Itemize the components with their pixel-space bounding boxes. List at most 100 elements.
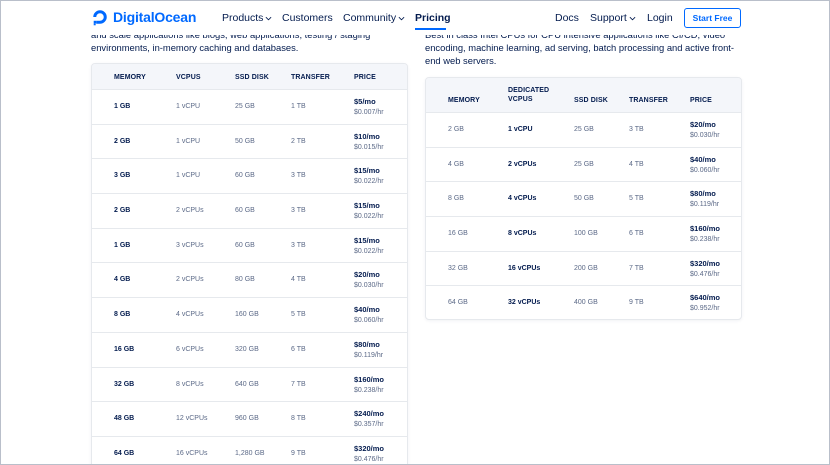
vcpus-cell: 4 vCPUs [176,311,204,319]
monthly-price: $15/mo [354,166,380,176]
table-body: 2 GB 1 vCPU 25 GB 3 TB $20/mo $0.030/hr 4 GB 2 … [426,113,741,319]
ssd-cell: 60 GB [235,207,255,215]
table-row: 64 GB 16 vCPUs 1,280 GB 9 TB $320/mo $0.476/h… [92,437,407,464]
transfer-cell: 5 TB [291,311,306,319]
price-cell: $15/mo $0.022/hr [354,235,384,257]
monthly-price: $20/mo [690,120,716,129]
vcpus-cell: 32 vCPUs [508,299,541,307]
transfer-cell: 5 TB [629,195,644,203]
vcpus-cell: 2 vCPUs [176,207,204,215]
table-row: 64 GB 32 vCPUs 400 GB 9 TB $640/mo $0.952/hr [426,286,741,319]
ssd-cell: 320 GB [235,345,259,353]
vcpus-cell: 1 vCPU [176,103,201,110]
col-memory: MEMORY [448,97,480,104]
nav-docs[interactable]: Docs [555,12,579,24]
brand-logo-link[interactable]: DigitalOcean [91,8,196,26]
transfer-cell: 8 TB [291,415,306,423]
transfer-cell: 3 TB [291,172,306,180]
vcpus-cell: 4 vCPUs [508,195,537,203]
hourly-price: $0.476/hr [690,270,720,278]
nav-support-label: Support [590,12,627,24]
transfer-cell: 4 TB [291,276,306,284]
col-price: PRICE [690,97,712,104]
col-vcpus: VCPUS [176,74,201,81]
vcpus-cell: 12 vCPUs [176,415,208,423]
vcpus-cell: 2 vCPUs [176,276,204,284]
table-row: 1 GB 1 vCPU 25 GB 1 TB $5/mo $0.007/hr [92,90,407,125]
table-row: 48 GB 12 vCPUs 960 GB 8 TB $240/mo $0.357/hr [92,402,407,437]
hourly-price: $0.015/hr [354,143,384,151]
hourly-price: $0.119/hr [354,351,384,359]
table-row: 2 GB 2 vCPUs 60 GB 3 TB $15/mo $0.022/hr [92,194,407,229]
start-free-button[interactable]: Start Free [684,8,741,28]
col-ssd: SSD DISK [574,97,608,104]
transfer-cell: 4 TB [629,160,644,168]
table-header: MEMORY VCPUS SSD DISK TRANSFER PRICE [92,64,407,90]
transfer-cell: 6 TB [291,345,306,353]
table-row: 32 GB 16 vCPUs 200 GB 7 TB $320/mo $0.476/hr [426,252,741,287]
transfer-cell: 2 TB [291,137,306,145]
vcpus-cell: 16 vCPUs [176,449,208,457]
table-row: 1 GB 3 vCPUs 60 GB 3 TB $15/mo $0.022/hr [92,229,407,264]
hourly-price: $0.030/hr [690,132,720,139]
memory-cell: 16 GB [114,345,135,353]
ssd-cell: 960 GB [235,415,259,423]
memory-cell: 1 GB [114,241,131,249]
monthly-price: $240/mo [354,409,385,419]
ssd-cell: 160 GB [235,311,259,319]
nav-customers[interactable]: Customers [282,12,333,24]
transfer-cell: 1 TB [291,103,306,110]
memory-cell: 32 GB [114,380,135,388]
transfer-cell: 3 TB [629,126,644,133]
cpu-optimized-pricing-table: MEMORY DEDICATED VCPUS SSD DISK TRANSFER… [425,77,742,320]
monthly-price: $320/mo [354,443,385,453]
ssd-cell: 100 GB [574,230,598,238]
price-cell: $640/mo $0.952/hr [690,292,720,314]
table-row: 4 GB 2 vCPUs 25 GB 4 TB $40/mo $0.060/hr [426,148,741,183]
table-header: MEMORY DEDICATED VCPUS SSD DISK TRANSFER… [426,78,741,113]
price-cell: $320/mo $0.476/hr [690,258,720,280]
nav-community[interactable]: Community [343,12,405,24]
vcpus-cell: 8 vCPUs [508,230,537,238]
vcpus-cell: 1 vCPU [176,137,201,145]
memory-cell: 48 GB [114,415,135,423]
chevron-down-icon [629,16,636,20]
monthly-price: $160/mo [354,374,385,384]
transfer-cell: 3 TB [291,207,306,215]
vcpus-cell: 2 vCPUs [508,160,537,168]
ssd-cell: 50 GB [235,137,255,145]
table-row: 2 GB 1 vCPU 50 GB 2 TB $10/mo $0.015/hr [92,125,407,160]
monthly-price: $15/mo [354,201,380,211]
nav-pricing-label: Pricing [415,12,451,24]
ssd-cell: 200 GB [574,264,598,272]
price-cell: $160/mo $0.238/hr [690,223,720,245]
nav-support[interactable]: Support [590,12,636,24]
memory-cell: 64 GB [114,449,135,457]
memory-cell: 2 GB [114,137,131,145]
ssd-cell: 640 GB [235,380,259,388]
table-row: 32 GB 8 vCPUs 640 GB 7 TB $160/mo $0.238/hr [92,368,407,403]
memory-cell: 16 GB [448,230,468,238]
table-body: 1 GB 1 vCPU 25 GB 1 TB $5/mo $0.007/hr 2 GB 1 v… [92,90,407,464]
nav-login[interactable]: Login [647,12,673,24]
memory-cell: 3 GB [114,172,131,180]
col-dedicated-line2: VCPUS [508,96,533,103]
table-row: 8 GB 4 vCPUs 50 GB 5 TB $80/mo $0.119/hr [426,182,741,218]
hourly-price: $0.238/hr [690,236,720,244]
transfer-cell: 9 TB [629,299,644,307]
monthly-price: $10/mo [354,131,380,141]
price-cell: $320/mo $0.476/hr [354,443,385,464]
price-cell: $15/mo $0.022/hr [354,200,384,222]
ssd-cell: 25 GB [574,160,594,168]
col-memory: MEMORY [114,74,146,81]
col-transfer: TRANSFER [291,74,330,81]
nav-pricing[interactable]: Pricing [415,12,451,24]
col-transfer: TRANSFER [629,97,668,104]
nav-products[interactable]: Products [222,12,272,24]
hourly-price: $0.476/hr [354,455,384,463]
hourly-price: $0.030/hr [354,282,384,290]
table-row: 16 GB 8 vCPUs 100 GB 6 TB $160/mo $0.238/hr [426,217,741,252]
monthly-price: $640/mo [690,293,721,303]
vcpus-cell: 16 vCPUs [508,264,541,272]
price-cell: $80/mo $0.119/hr [354,339,383,361]
